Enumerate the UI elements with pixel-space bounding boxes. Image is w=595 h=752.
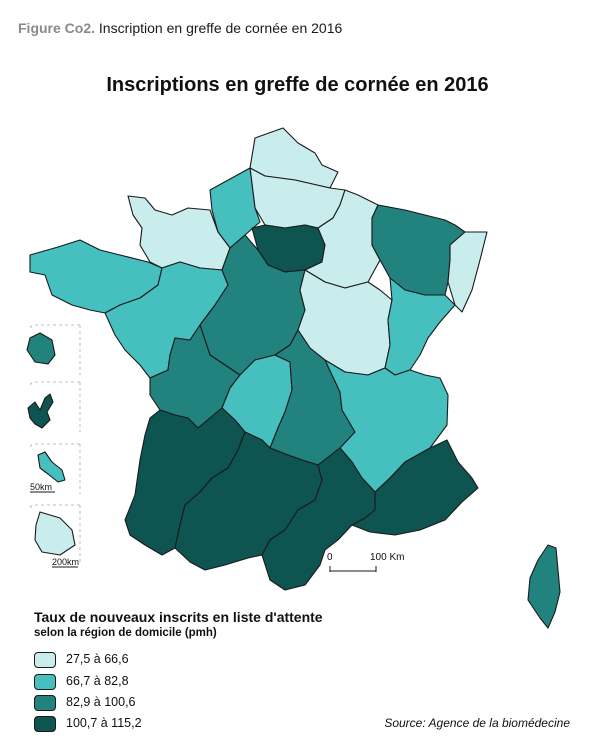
legend-swatch-1 — [34, 652, 56, 668]
figure-caption-text: Inscription en greffe de cornée en 2016 — [95, 20, 343, 36]
inset-guadeloupe — [27, 381, 81, 432]
legend-swatch-2 — [34, 674, 56, 690]
region-franche-comte — [384, 277, 456, 376]
inset-martinique-scale: 50km — [30, 482, 52, 492]
map-title: Inscriptions en greffe de cornée en 2016 — [106, 74, 489, 96]
legend-title: Taux de nouveaux inscrits en liste d'att… — [34, 609, 323, 625]
legend-swatch-3 — [34, 695, 56, 711]
region-midi-pyrenees — [174, 431, 323, 571]
region-corse — [527, 544, 561, 629]
inset-guyane: 200km — [29, 504, 81, 568]
inset-guyane-scale: 200km — [52, 557, 79, 567]
region-alsace — [447, 231, 488, 313]
scale-bar-start: 0 — [327, 552, 333, 563]
legend-label-4: 100,7 à 115,2 — [66, 716, 142, 730]
scale-bar: 0 100 Km — [327, 552, 404, 572]
legend-label-2: 66,7 à 82,8 — [66, 674, 129, 688]
legend-label-3: 82,9 à 100,6 — [66, 695, 136, 709]
inset-martinique: 50km — [29, 443, 81, 494]
region-provence-alpes-cote-azur — [351, 439, 479, 536]
scale-bar-end: 100 Km — [370, 552, 404, 563]
source-note: Source: Agence de la biomédecine — [384, 716, 570, 730]
legend-label-1: 27,5 à 66,6 — [66, 652, 129, 666]
figure-caption-label: Figure Co2. — [18, 20, 96, 36]
legend-subtitle: selon la région de domicile (pmh) — [34, 627, 217, 639]
legend-swatch-4 — [34, 716, 56, 732]
figure-caption: Figure Co2. Inscription en greffe de cor… — [18, 20, 342, 36]
region-languedoc-roussillon — [261, 447, 376, 591]
inset-reunion — [26, 324, 81, 375]
